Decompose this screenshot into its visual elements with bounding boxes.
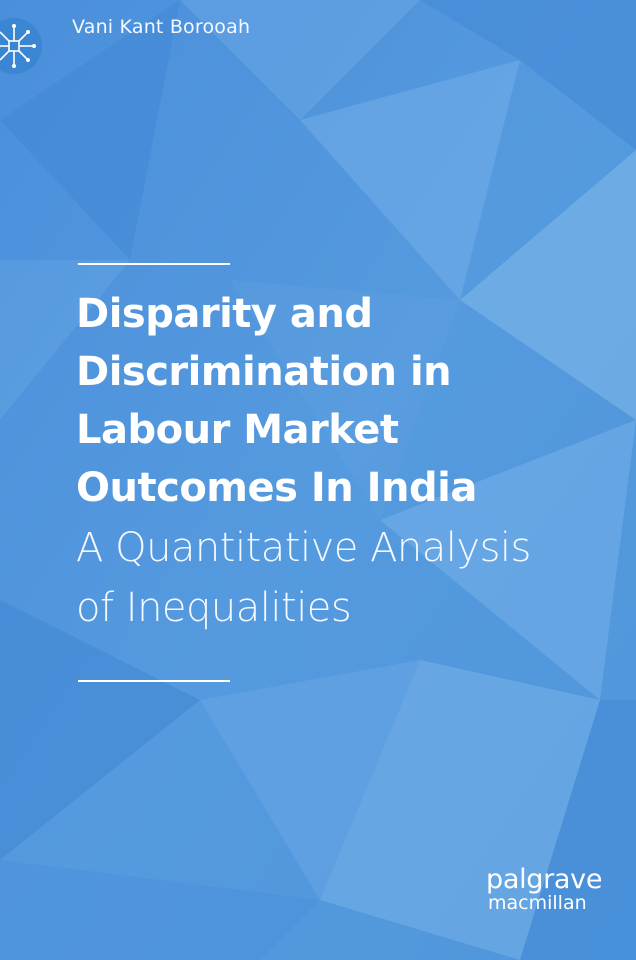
top-divider [78, 263, 230, 265]
subtitle-line: A Quantitative Analysis [76, 525, 531, 571]
publisher-name: palgrave macmillan [486, 866, 602, 913]
book-title: Disparity and Discrimination in Labour M… [76, 285, 477, 517]
book-subtitle: A Quantitative Analysis of Inequalities [76, 518, 531, 638]
publisher-line-1: palgrave [486, 864, 603, 895]
palgrave-network-icon [0, 24, 36, 68]
title-line: Discrimination in [76, 349, 452, 395]
title-line: Disparity and [76, 291, 373, 337]
publisher-line-2: macmillan [488, 892, 587, 914]
title-line: Labour Market [76, 407, 399, 453]
publisher-logo [0, 18, 42, 74]
bottom-divider [78, 680, 230, 682]
title-line: Outcomes In India [76, 465, 477, 511]
author-name: Vani Kant Borooah [72, 16, 251, 38]
subtitle-line: of Inequalities [76, 585, 352, 631]
